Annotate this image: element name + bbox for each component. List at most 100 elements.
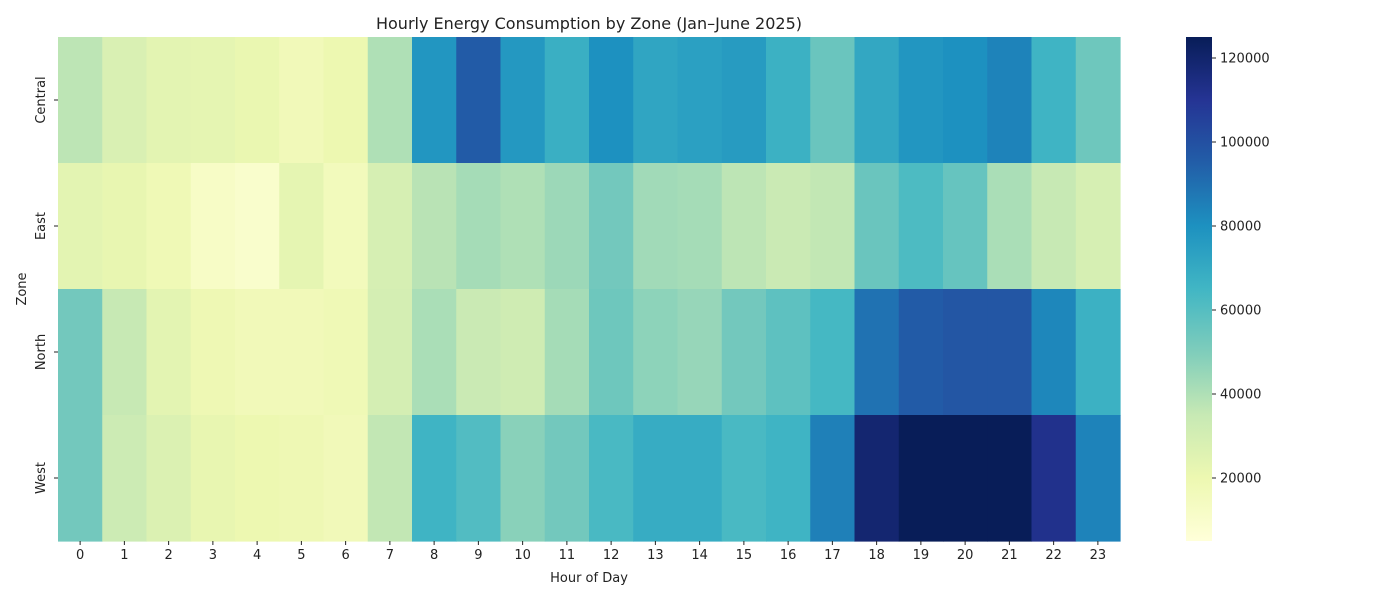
x-tick-label: 10	[514, 548, 531, 563]
heatmap-cell	[677, 37, 723, 164]
heatmap-cell	[58, 415, 103, 542]
heatmap-cell	[766, 415, 811, 542]
heatmap-cell	[943, 289, 988, 416]
y-axis-ticks: Central East North West	[34, 76, 58, 494]
heatmap-cell	[412, 289, 457, 416]
heatmap-cell	[987, 289, 1033, 416]
x-tick-label: 13	[647, 548, 664, 563]
heatmap-cell	[456, 37, 502, 164]
heatmap-cell	[367, 415, 413, 542]
heatmap-cells	[58, 37, 1121, 542]
heatmap-cell	[412, 415, 457, 542]
heatmap-cell	[544, 163, 590, 290]
heatmap-cell	[544, 37, 590, 164]
heatmap-cell	[58, 289, 103, 416]
x-tick-label: 8	[430, 548, 438, 563]
y-tick-label: Central	[34, 76, 49, 123]
heatmap-cell	[58, 163, 103, 290]
y-tick-label: East	[34, 212, 49, 240]
heatmap-cell	[500, 289, 546, 416]
heatmap-cell	[323, 163, 369, 290]
heatmap-cell	[456, 163, 502, 290]
heatmap-cell	[102, 289, 148, 416]
heatmap-cell	[367, 163, 413, 290]
heatmap-cell	[190, 415, 236, 542]
heatmap-cell	[102, 415, 148, 542]
x-axis-ticks: 0 1 2 3 4 5 6 7 8 9 10 11 12 13 14 15 16 17 18 19 20 21 22 23	[76, 541, 1106, 563]
heatmap-cell	[58, 37, 103, 164]
heatmap-cell	[367, 37, 413, 164]
heatmap-cell	[987, 37, 1033, 164]
heatmap-cell	[721, 163, 767, 290]
x-tick-label: 7	[386, 548, 394, 563]
heatmap-cell	[323, 37, 369, 164]
heatmap-cell	[279, 37, 325, 164]
heatmap-cell	[544, 415, 590, 542]
heatmap-cell	[898, 37, 944, 164]
heatmap-cell	[898, 289, 944, 416]
heatmap-cell	[633, 289, 679, 416]
x-tick-label: 1	[120, 548, 128, 563]
x-tick-label: 0	[76, 548, 84, 563]
heatmap-cell	[633, 415, 679, 542]
heatmap-cell	[589, 37, 634, 164]
heatmap-cell	[589, 289, 634, 416]
heatmap-cell	[633, 163, 679, 290]
heatmap-cell	[810, 415, 856, 542]
x-axis-label: Hour of Day	[550, 571, 628, 586]
heatmap-cell	[190, 37, 236, 164]
x-tick-label: 9	[474, 548, 482, 563]
heatmap-cell	[943, 415, 988, 542]
chart-title: Hourly Energy Consumption by Zone (Jan–J…	[376, 14, 802, 33]
heatmap-cell	[1075, 163, 1121, 290]
heatmap-cell	[589, 415, 634, 542]
heatmap-cell	[1031, 37, 1077, 164]
heatmap-cell	[810, 289, 856, 416]
heatmap-cell	[146, 37, 192, 164]
heatmap-cell	[854, 289, 900, 416]
colorbar-tick-label: 100000	[1220, 136, 1270, 151]
x-tick-label: 19	[913, 548, 930, 563]
heatmap-cell	[677, 163, 723, 290]
heatmap-cell	[987, 163, 1033, 290]
heatmap-cell	[721, 289, 767, 416]
heatmap-cell	[721, 415, 767, 542]
heatmap-cell	[854, 415, 900, 542]
heatmap-cell	[456, 415, 502, 542]
y-axis-label: Zone	[15, 272, 30, 305]
heatmap-cell	[898, 163, 944, 290]
heatmap-cell	[279, 163, 325, 290]
heatmap-cell	[279, 415, 325, 542]
heatmap-cell	[102, 163, 148, 290]
x-tick-label: 21	[1001, 548, 1018, 563]
colorbar-tick-label: 20000	[1220, 472, 1261, 487]
heatmap-cell	[854, 163, 900, 290]
heatmap-cell	[1075, 289, 1121, 416]
heatmap-cell	[943, 37, 988, 164]
heatmap-cell	[677, 415, 723, 542]
x-tick-label: 5	[297, 548, 305, 563]
heatmap-cell	[589, 163, 634, 290]
x-tick-label: 14	[691, 548, 708, 563]
heatmap-cell	[323, 415, 369, 542]
heatmap-cell	[235, 37, 280, 164]
x-tick-label: 6	[341, 548, 349, 563]
x-tick-label: 22	[1045, 548, 1062, 563]
colorbar-tick-label: 60000	[1220, 304, 1261, 319]
heatmap-cell	[943, 163, 988, 290]
x-tick-label: 15	[736, 548, 753, 563]
x-tick-label: 17	[824, 548, 841, 563]
heatmap-cell	[810, 163, 856, 290]
heatmap-cell	[190, 163, 236, 290]
heatmap-cell	[235, 415, 280, 542]
heatmap-cell	[1075, 415, 1121, 542]
heatmap-cell	[456, 289, 502, 416]
x-tick-label: 11	[559, 548, 576, 563]
y-tick-label: West	[34, 462, 49, 494]
x-tick-label: 2	[164, 548, 172, 563]
heatmap-cell	[544, 289, 590, 416]
heatmap-cell	[987, 415, 1033, 542]
x-tick-label: 3	[209, 548, 217, 563]
heatmap-cell	[367, 289, 413, 416]
